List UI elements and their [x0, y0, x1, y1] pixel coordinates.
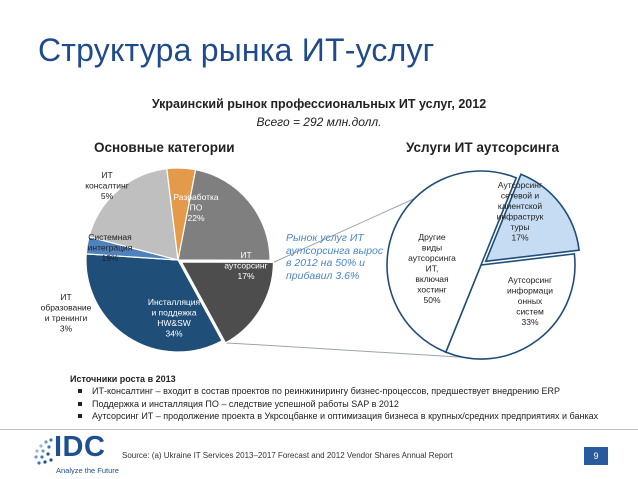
pie-slice-label: ИТ образование и тренинги 3% [41, 292, 92, 334]
pie-slice-label: ИТ консалтинг 5% [85, 170, 129, 201]
pie-slice [166, 167, 197, 261]
pie-slice [180, 261, 275, 344]
pie-slice-label: ИТ аутсорсинг 17% [224, 250, 267, 281]
pie-slice-label: Другие виды аутсорсинга ИТ, включая хостинг 50… [408, 232, 456, 305]
growth-sources: Источники роста в 2013 ИТ-консалтинг – в… [70, 374, 630, 423]
pie-slice [88, 168, 179, 261]
pie-slice [444, 252, 576, 360]
pie-slice [177, 168, 271, 261]
sources-list: ИТ-консалтинг – входит в состав проектов… [70, 385, 630, 423]
logo-tagline: Analyze the Future [56, 466, 119, 475]
pie-slice-label: Разработка ПО 22% [173, 192, 219, 223]
zoom-connector-line [225, 342, 476, 359]
pie-slice-label: Аутсорсинг информаци онных систем 33% [507, 275, 553, 327]
footer-divider [0, 429, 638, 430]
page-title: Структура рынка ИТ-услуг [38, 32, 435, 68]
sources-item: Аутсорсинг ИТ – продолжение проекта в Ук… [78, 410, 630, 423]
pie-slice [85, 253, 223, 353]
pie-outsourcing [386, 170, 580, 360]
pie-slice-label: Аутсорсинг сетевой и клиентской инфраструк т… [497, 180, 544, 243]
pie-slice-label: Инсталляция и поддежка HW&SW 34% [148, 297, 201, 339]
sources-item: Поддержка и инсталляция ПО – следствие у… [78, 398, 630, 411]
source-citation: Source: (a) Ukraine IT Services 2013–201… [122, 451, 453, 460]
sources-header: Источники роста в 2013 [70, 374, 176, 384]
right-pie-title: Услуги ИТ аутсорсинга [406, 140, 560, 155]
pie-labels: Разработка ПО 22%ИТ аутсорсинг 17% Инсталляци… [41, 170, 554, 339]
pie-slice [484, 173, 580, 263]
chart-subtitle: Украинский рынок профессиональных ИТ усл… [151, 97, 487, 111]
pie-slice [386, 170, 518, 354]
pie-slice-label: Системная интеграция 19% [88, 232, 133, 263]
idc-logo-icon [34, 438, 53, 465]
pie-main-categories [85, 167, 275, 353]
sources-item: ИТ-консалтинг – входит в состав проектов… [78, 385, 630, 398]
left-pie-title: Основные категории [94, 140, 235, 155]
growth-note: Рынок услуг ИТ аутсорсинга вырос в 2012 … [286, 232, 384, 282]
logo-wordmark: IDC [54, 431, 106, 463]
page-number: 9 [584, 447, 608, 465]
chart-total: Всего = 292 млн.долл. [256, 115, 382, 129]
